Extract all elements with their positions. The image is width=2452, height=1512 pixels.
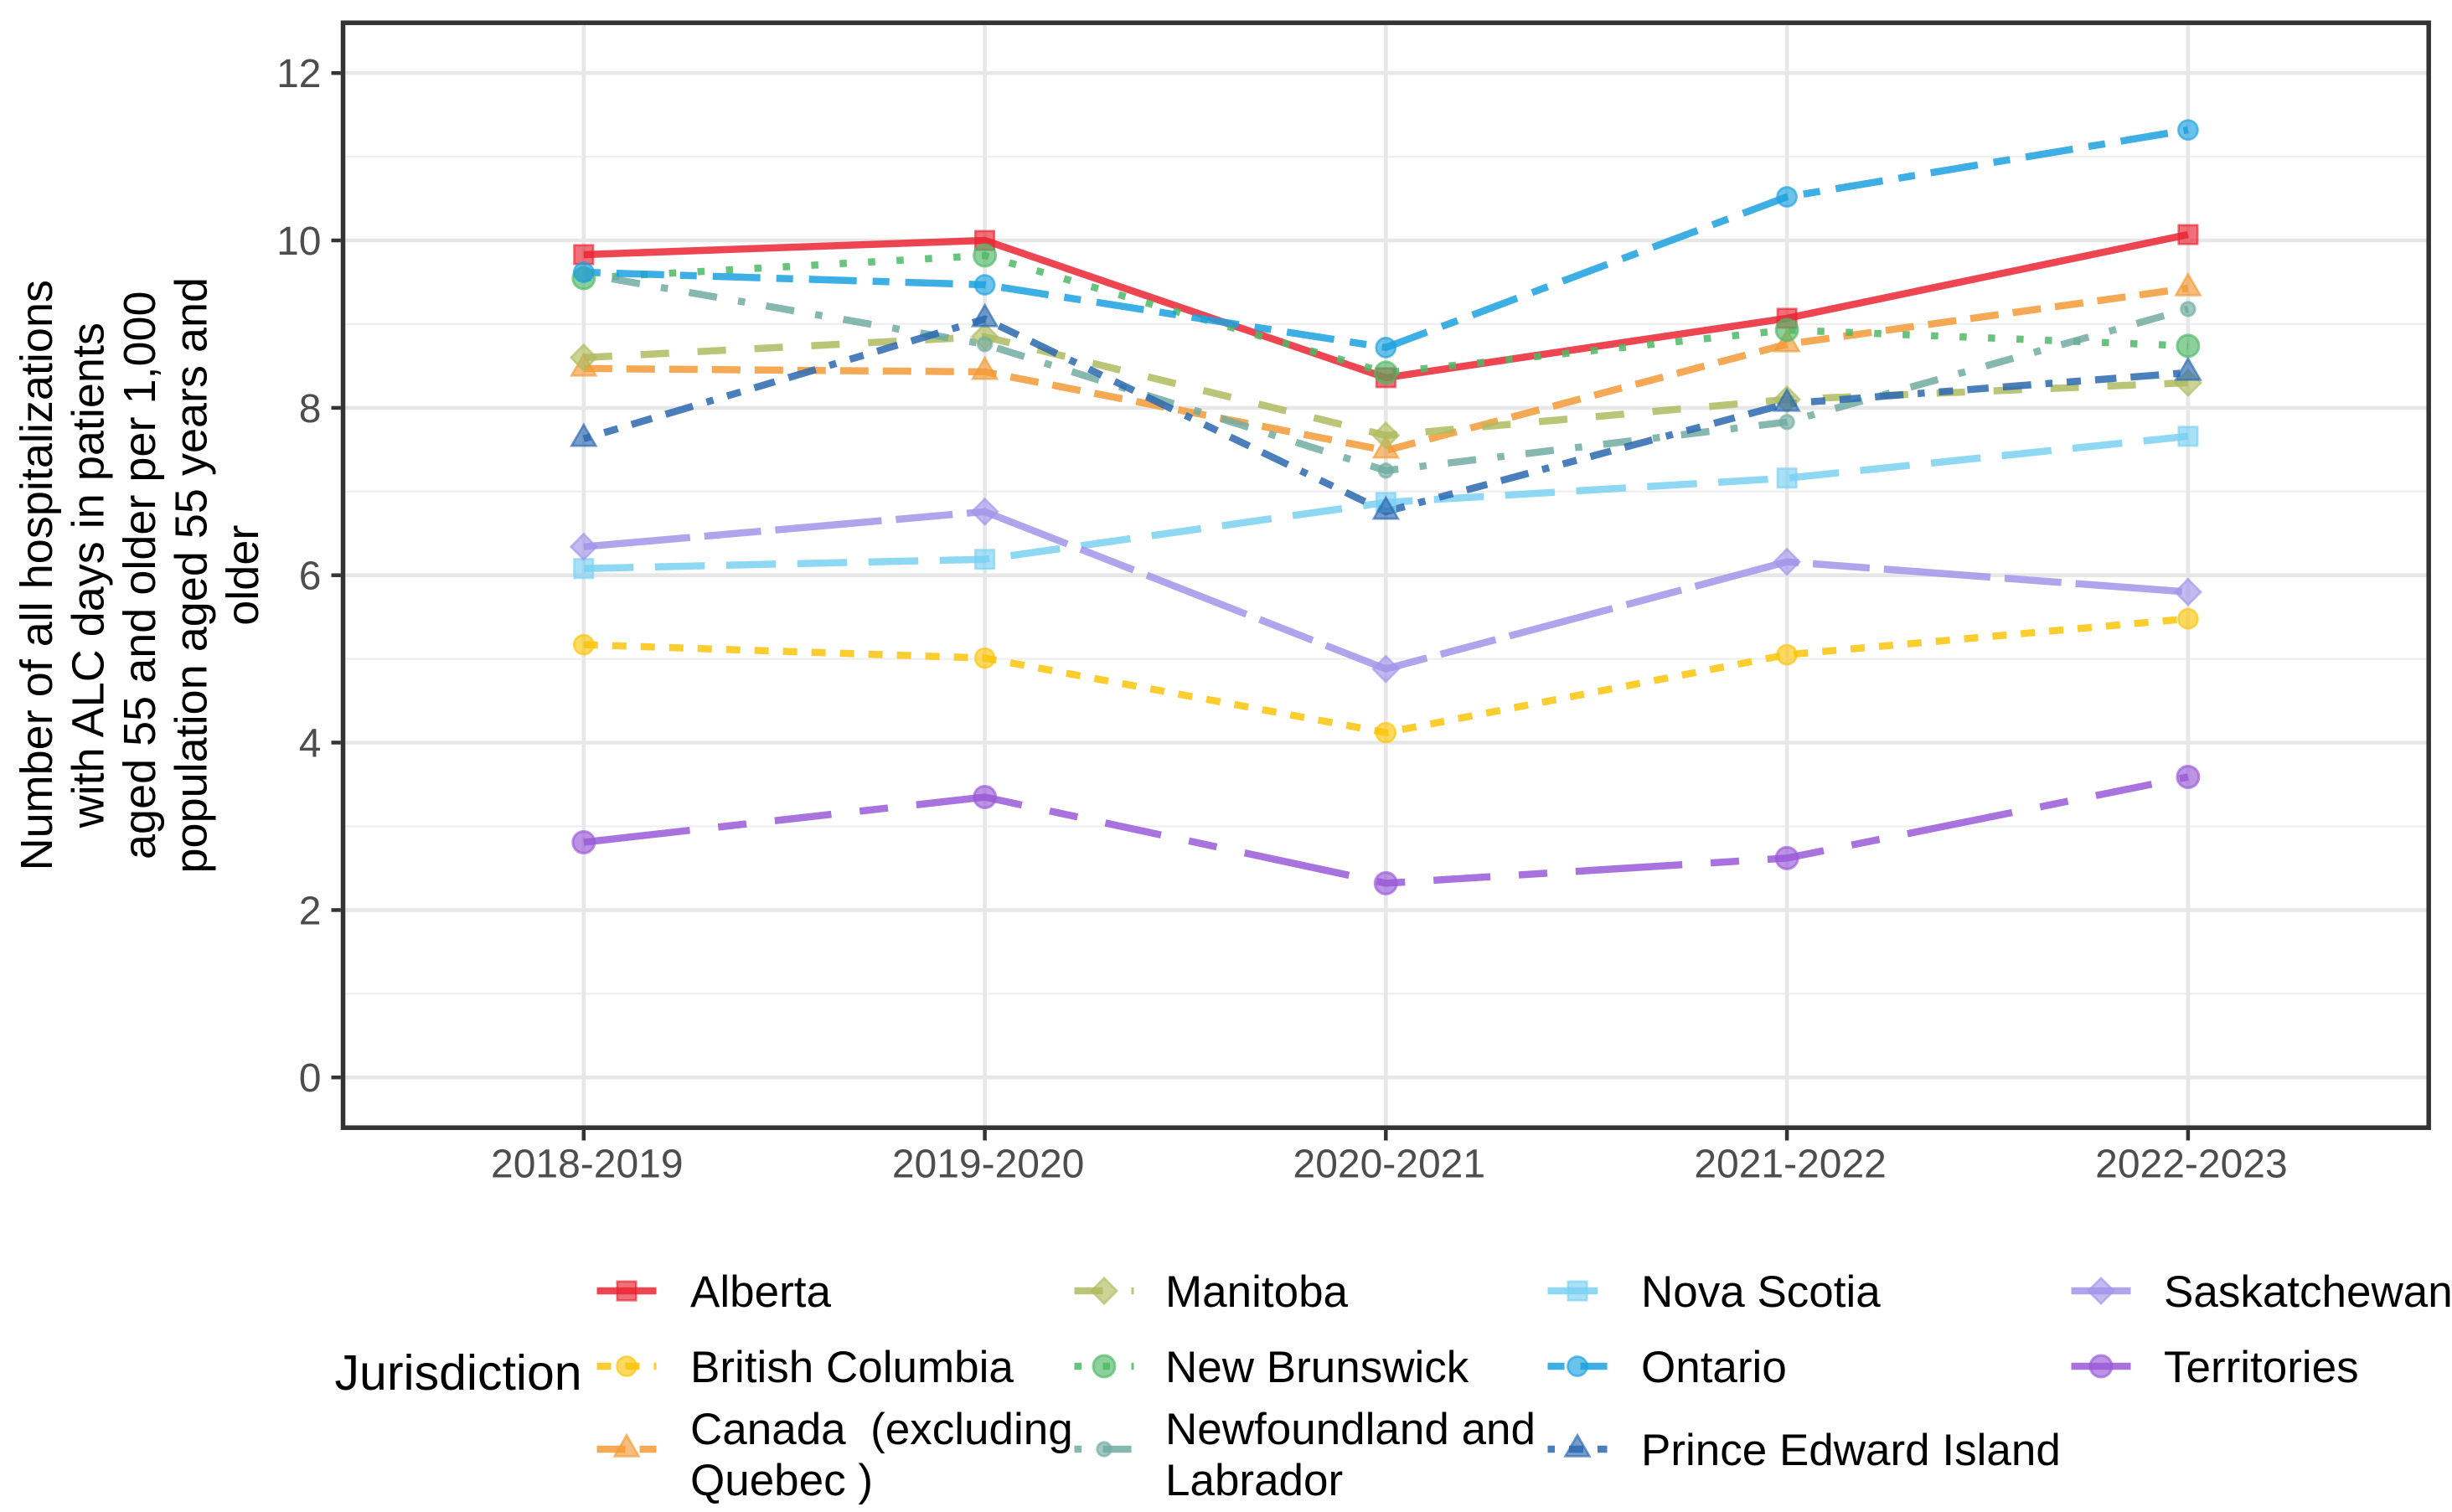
svg-text:2020-2021: 2020-2021 [1293, 1143, 1486, 1187]
svg-text:2018-2019: 2018-2019 [491, 1143, 684, 1187]
svg-text:Nova Scotia: Nova Scotia [1641, 1267, 1881, 1317]
svg-text:Ontario: Ontario [1641, 1343, 1787, 1392]
svg-text:Prince Edward Island: Prince Edward Island [1641, 1426, 2061, 1475]
svg-text:6: 6 [299, 555, 322, 599]
svg-text:Territories: Territories [2164, 1343, 2359, 1392]
svg-text:Manitoba: Manitoba [1165, 1267, 1349, 1317]
svg-text:2021-2022: 2021-2022 [1694, 1143, 1887, 1187]
svg-text:with ALC days in patients: with ALC days in patients [64, 323, 114, 828]
svg-text:2019-2020: 2019-2020 [892, 1143, 1085, 1187]
svg-text:2: 2 [299, 889, 322, 933]
svg-text:Quebec ): Quebec ) [690, 1456, 873, 1505]
svg-text:10: 10 [276, 219, 321, 264]
svg-text:12: 12 [276, 52, 321, 96]
svg-text:4: 4 [299, 722, 322, 766]
svg-text:8: 8 [299, 387, 322, 431]
svg-text:2022-2023: 2022-2023 [2095, 1143, 2288, 1187]
svg-text:Saskatchewan: Saskatchewan [2164, 1267, 2452, 1317]
svg-text:aged 55 and older per 1,000: aged 55 and older per 1,000 [115, 291, 165, 859]
svg-text:Number of all hospitalizations: Number of all hospitalizations [12, 280, 62, 870]
svg-text:older: older [218, 525, 268, 626]
svg-text:0: 0 [299, 1056, 322, 1101]
svg-text:Canada (excluding: Canada (excluding [690, 1405, 1073, 1454]
svg-text:Labrador: Labrador [1165, 1456, 1343, 1505]
svg-text:Newfoundland and: Newfoundland and [1165, 1405, 1536, 1454]
svg-text:Alberta: Alberta [690, 1267, 831, 1317]
svg-text:Jurisdiction: Jurisdiction [335, 1345, 582, 1401]
svg-text:British Columbia: British Columbia [690, 1343, 1014, 1392]
svg-text:population aged 55 years and: population aged 55 years and [167, 277, 217, 874]
svg-text:New Brunswick: New Brunswick [1165, 1343, 1469, 1392]
